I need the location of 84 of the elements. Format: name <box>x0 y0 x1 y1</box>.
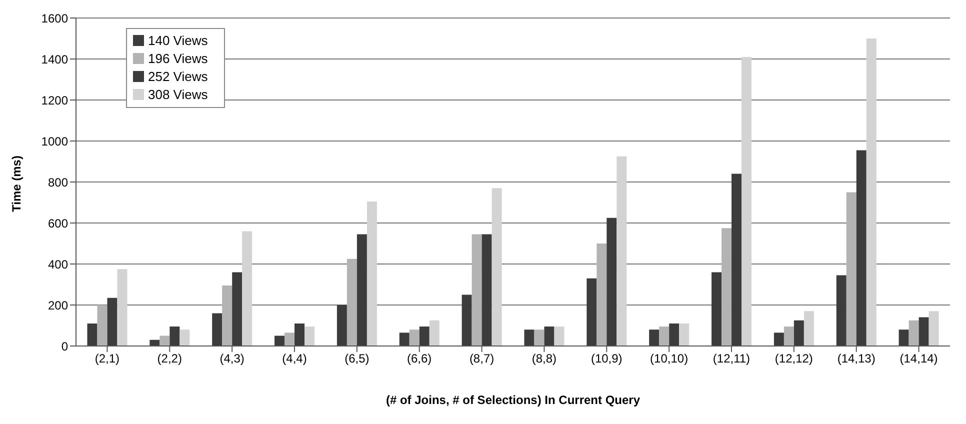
bar <box>212 313 222 346</box>
bar <box>774 332 784 346</box>
bar <box>170 326 180 346</box>
bar <box>649 330 660 346</box>
bar <box>222 286 232 346</box>
x-tick-label: (14,14) <box>900 352 938 366</box>
x-tick-label: (6,6) <box>407 352 432 366</box>
bar <box>534 330 544 346</box>
bar <box>732 174 742 346</box>
x-tick-label: (2,1) <box>94 352 120 366</box>
bar <box>366 201 377 346</box>
bar <box>918 317 929 346</box>
x-tick-label: (2,2) <box>157 352 182 366</box>
legend-label: 252 Views <box>148 69 208 84</box>
bar <box>722 228 732 346</box>
bar <box>294 323 305 346</box>
bar <box>462 294 472 346</box>
bar <box>409 330 420 346</box>
y-tick-label: 600 <box>48 216 68 230</box>
bar <box>866 38 876 346</box>
bar <box>712 272 722 346</box>
bar <box>87 323 98 346</box>
bar <box>472 234 482 346</box>
bar <box>180 330 190 346</box>
bar <box>554 326 564 346</box>
bar <box>492 188 502 346</box>
bar <box>928 311 939 346</box>
x-axis-title: (# of Joins, # of Selections) In Current Query <box>386 393 640 407</box>
bar <box>586 278 597 346</box>
y-tick-label: 400 <box>48 257 68 272</box>
x-tick-label: (4,3) <box>220 352 244 366</box>
legend-label: 140 Views <box>148 33 208 48</box>
bar <box>346 258 357 346</box>
y-axis-title: Time (ms) <box>9 156 24 212</box>
y-tick-label: 200 <box>48 298 68 312</box>
y-tick-label: 1600 <box>41 11 68 26</box>
bar <box>742 56 752 346</box>
y-tick-label: 1400 <box>41 52 68 66</box>
y-tick-label: 0 <box>61 339 68 354</box>
bar <box>679 323 690 346</box>
bar <box>274 336 285 346</box>
bar <box>429 320 440 346</box>
x-tick-label: (10,10) <box>650 352 688 366</box>
bar <box>482 234 492 346</box>
y-tick-label: 1200 <box>41 93 68 108</box>
bar <box>794 320 804 346</box>
legend-label: 308 Views <box>148 87 208 102</box>
bar <box>97 305 108 346</box>
bar <box>160 336 170 346</box>
bar <box>117 269 128 346</box>
bar <box>232 272 242 346</box>
bar <box>846 192 856 346</box>
bar <box>107 298 118 346</box>
y-tick-label: 1000 <box>41 134 68 148</box>
x-tick-label: (8,7) <box>469 352 494 366</box>
bar <box>419 326 430 346</box>
bar <box>898 330 909 346</box>
legend-label: 196 Views <box>148 51 208 66</box>
bar <box>659 326 670 346</box>
bar <box>856 150 866 346</box>
x-tick-label: (12,12) <box>774 352 813 366</box>
bar <box>669 323 680 346</box>
bar <box>524 330 534 346</box>
bar <box>544 326 554 346</box>
y-tick-label: 800 <box>48 175 68 190</box>
bar <box>908 320 919 346</box>
bar <box>836 275 846 346</box>
bar <box>399 332 410 346</box>
bar <box>304 326 315 346</box>
bar <box>242 231 252 346</box>
x-tick-label: (4,4) <box>282 352 307 366</box>
bar <box>336 305 347 346</box>
bar <box>284 332 295 346</box>
bar <box>606 218 617 346</box>
bar <box>596 244 607 346</box>
x-tick-label: (6,5) <box>344 352 370 366</box>
bar <box>784 326 794 346</box>
x-tick-label: (12,11) <box>712 352 750 366</box>
bar <box>804 311 814 346</box>
x-tick-label: (14,13) <box>837 352 876 366</box>
bar <box>356 234 367 346</box>
x-tick-label: (8,8) <box>532 352 557 366</box>
x-tick-label: (10,9) <box>590 352 622 366</box>
bar <box>616 156 627 346</box>
